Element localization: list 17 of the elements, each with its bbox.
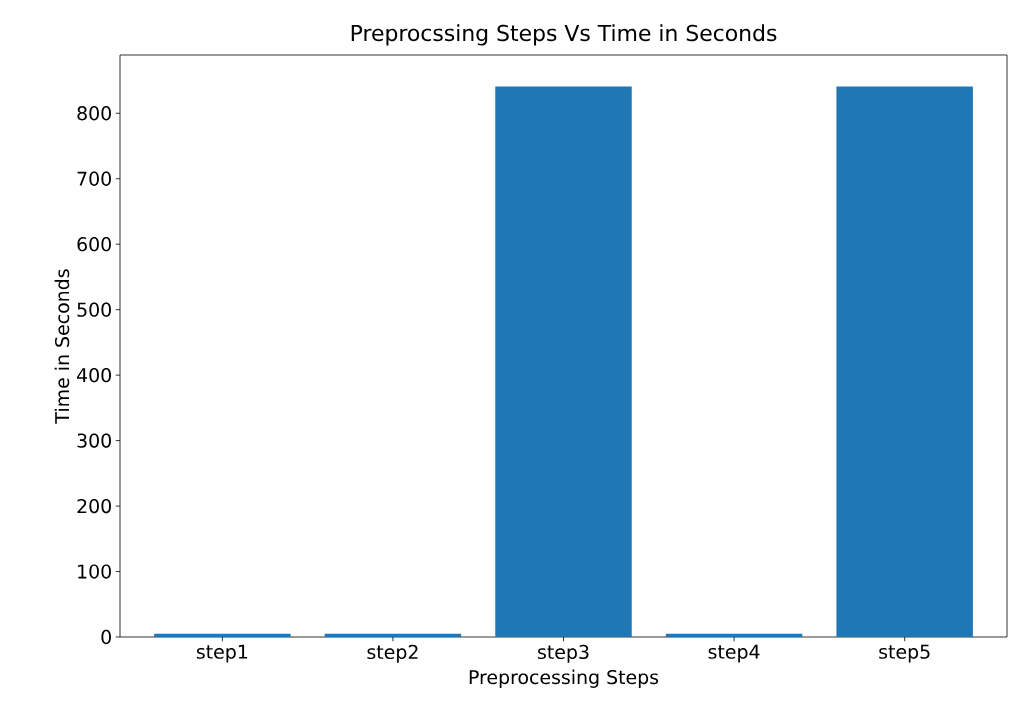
y-tick-label: 600	[77, 237, 111, 252]
x-tick-label: step3	[538, 644, 589, 663]
y-tick-label: 500	[77, 302, 111, 317]
y-tick-label: 700	[77, 171, 111, 186]
y-tick-label: 300	[77, 433, 111, 448]
x-tick-label: step5	[879, 644, 930, 663]
y-tick-label: 200	[77, 498, 111, 514]
y-tick-label: 100	[78, 564, 111, 579]
y-tick-label: 800	[77, 106, 111, 121]
y-tick-label: 400	[77, 367, 111, 383]
chart-title: Preprocssing Steps Vs Time in Seconds	[351, 24, 777, 46]
x-tick-label: step2	[367, 644, 418, 663]
x-tick-label: step4	[708, 644, 760, 663]
y-tick-label: 0	[101, 629, 111, 645]
y-axis-title: Time in Seconds	[54, 269, 70, 424]
x-tick-label: step1	[196, 644, 248, 663]
x-axis-title: Preprocessing Steps	[469, 669, 659, 688]
